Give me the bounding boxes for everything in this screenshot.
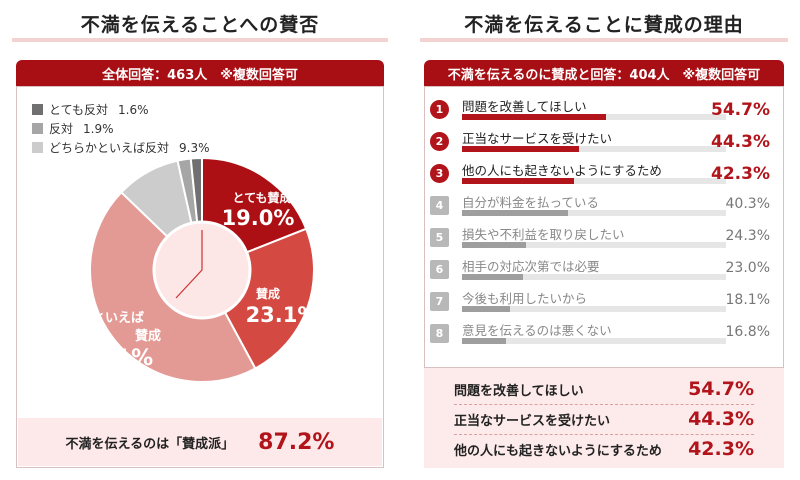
bar	[462, 178, 574, 184]
bar-track	[462, 210, 726, 216]
bar	[462, 242, 527, 248]
bar-track	[462, 114, 726, 120]
bar-value-label: 54.7%	[711, 100, 770, 120]
bar-track	[462, 242, 726, 248]
left-box	[16, 86, 384, 468]
top3-row: 問題を改善してほしい 54.7%	[454, 374, 754, 405]
bar-row: 2 正当なサービスを受けたい 44.3%	[430, 126, 770, 158]
rank-badge: 7	[430, 292, 449, 311]
bar-track	[462, 306, 726, 312]
bar-value-label: 40.3%	[725, 196, 770, 212]
pie-chart: とても賛成 19.0% 賛成 23.1% どちらかといえば 賛成 45.1%	[40, 158, 319, 382]
legend-label: とても反対	[49, 103, 109, 117]
left-title: 不満を伝えることへの賛否	[80, 14, 320, 36]
right-panel: 不満を伝えることに賛成の理由 不満を伝えるのに賛成と回答：404人 ※複数回答可…	[408, 0, 800, 480]
right-title-rule	[420, 38, 788, 42]
rank-badge: 6	[430, 260, 449, 279]
bar-track	[462, 178, 726, 184]
rank-badge: 1	[430, 100, 449, 119]
bar	[462, 338, 507, 344]
legend-item: とても反対 1.6%	[32, 100, 210, 119]
bar-track	[462, 146, 726, 152]
top3-value: 54.7%	[688, 378, 754, 400]
rank-badge: 2	[430, 132, 449, 151]
rank-badge: 3	[430, 164, 449, 183]
bar-row: 3 他の人にも起きないようにするため 42.3%	[430, 158, 770, 190]
summary-value: 87.2%	[258, 429, 335, 455]
top3-label: 正当なサービスを受けたい	[454, 413, 611, 429]
summary-box: 不満を伝えるのは「賛成派」 87.2%	[18, 418, 382, 466]
bar-row: 4 自分が料金を払っている 40.3%	[430, 190, 770, 222]
bar-value-label: 16.8%	[725, 324, 770, 340]
rank-badge: 5	[430, 228, 449, 247]
bar-label: 自分が料金を払っている	[462, 195, 599, 210]
bar-row: 7 今後も利用したいから 18.1%	[430, 286, 770, 318]
legend-swatch	[32, 104, 43, 115]
bar	[462, 210, 569, 216]
pie-label-very-agree: とても賛成	[232, 190, 291, 205]
bar-value-label: 24.3%	[725, 228, 770, 244]
bar	[462, 146, 579, 152]
bar-row: 5 損失や不利益を取り戻したい 24.3%	[430, 222, 770, 254]
bar-label: 問題を改善してほしい	[462, 99, 587, 114]
left-panel: 不満を伝えることへの賛否 全体回答：463人 ※複数回答可 とても反対 1.6%…	[12, 14, 388, 468]
legend-value: 1.9%	[83, 121, 114, 136]
legend-value: 9.3%	[179, 140, 210, 155]
bar-label: 相手の対応次第では必要	[462, 259, 600, 274]
rank-badge: 4	[430, 196, 449, 215]
left-title-rule	[12, 38, 388, 42]
summary-label: 不満を伝えるのは「賛成派」	[65, 436, 235, 452]
bar-label: 損失や不利益を取り戻したい	[462, 227, 625, 242]
bar-value-label: 18.1%	[725, 292, 770, 308]
top3-value: 42.3%	[688, 438, 754, 460]
pie-label-agree: 賛成	[256, 286, 280, 301]
bar-track	[462, 274, 726, 280]
legend-item: 反対 1.9%	[32, 119, 210, 138]
legend-label: 反対	[49, 122, 74, 136]
legend-item: どちらかといえば反対 9.3%	[32, 138, 210, 157]
top3-summary: 問題を改善してほしい 54.7% 正当なサービスを受けたい 44.3% 他の人に…	[424, 367, 784, 468]
top3-row: 他の人にも起きないようにするため 42.3%	[454, 434, 754, 464]
top3-label: 問題を改善してほしい	[454, 383, 584, 399]
legend: とても反対 1.6% 反対 1.9% どちらかといえば反対 9.3%	[32, 100, 210, 157]
pie-label-somewhat-agree-2: 賛成	[135, 328, 161, 344]
right-header: 不満を伝えるのに賛成と回答：404人 ※複数回答可	[424, 60, 784, 86]
bar	[462, 274, 523, 280]
bar-value-label: 23.0%	[725, 260, 770, 276]
pie-center-mark	[175, 230, 203, 299]
bar-value-label: 44.3%	[711, 132, 770, 152]
bar	[462, 114, 607, 120]
pie-value-very-agree: 19.0%	[222, 206, 295, 230]
bar-label: 正当なサービスを受けたい	[462, 131, 613, 146]
bar-row: 1 問題を改善してほしい 54.7%	[430, 94, 770, 126]
legend-swatch	[32, 123, 43, 134]
pie-value-somewhat-agree: 45.1%	[77, 346, 153, 371]
rank-badge: 8	[430, 324, 449, 343]
pie-value-agree: 23.1%	[246, 303, 319, 327]
top3-row: 正当なサービスを受けたい 44.3%	[454, 404, 754, 435]
bar-label: 今後も利用したいから	[462, 291, 588, 306]
legend-swatch	[32, 142, 43, 153]
bar-value-label: 42.3%	[711, 164, 770, 184]
left-header: 全体回答：463人 ※複数回答可	[16, 60, 384, 86]
top3-label: 他の人にも起きないようにするため	[454, 443, 662, 459]
pie-label-somewhat-agree-1: どちらかといえば	[40, 311, 144, 326]
bar-label: 意見を伝えるのは悪くない	[462, 323, 612, 338]
legend-label: どちらかといえば反対	[49, 141, 170, 155]
bar	[462, 306, 510, 312]
bar-track	[462, 338, 726, 344]
right-title: 不満を伝えることに賛成の理由	[464, 14, 744, 36]
bar-label: 他の人にも起きないようにするため	[462, 163, 662, 178]
legend-value: 1.6%	[118, 102, 149, 117]
bar-row: 8 意見を伝えるのは悪くない 16.8%	[430, 318, 770, 350]
bar-row: 6 相手の対応次第では必要 23.0%	[430, 254, 770, 286]
top3-value: 44.3%	[688, 408, 754, 430]
